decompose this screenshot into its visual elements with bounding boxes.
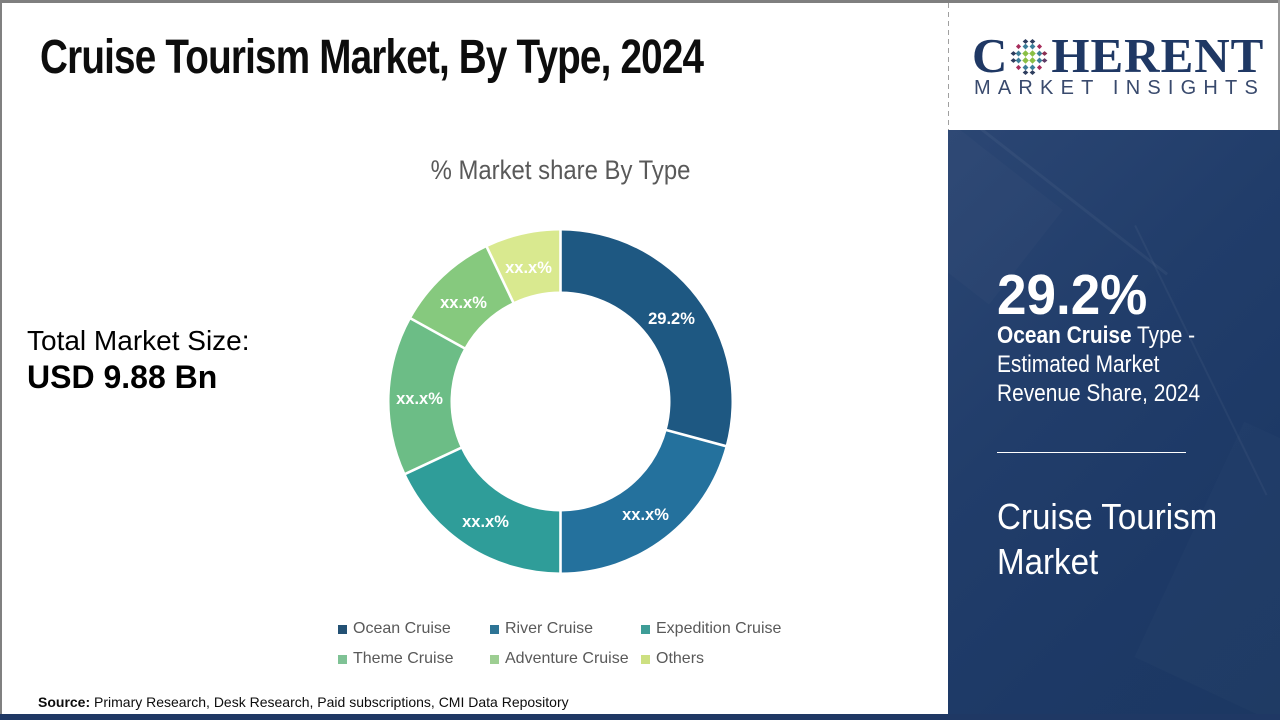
svg-text:xx.x%: xx.x%	[622, 506, 669, 524]
svg-text:xx.x%: xx.x%	[440, 294, 487, 312]
svg-text:29.2%: 29.2%	[648, 310, 695, 328]
svg-text:xx.x%: xx.x%	[396, 390, 443, 408]
svg-text:xx.x%: xx.x%	[462, 513, 509, 531]
svg-text:xx.x%: xx.x%	[505, 259, 552, 277]
